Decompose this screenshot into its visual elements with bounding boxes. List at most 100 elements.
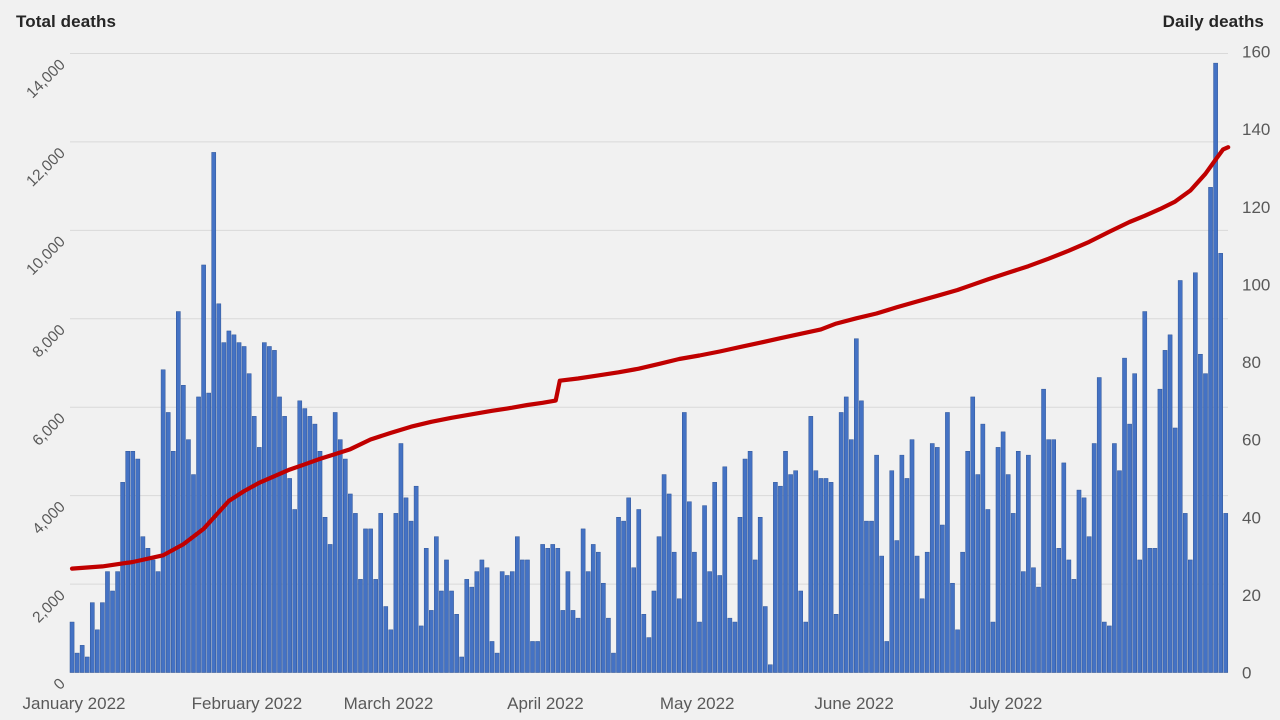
daily-deaths-bar: [464, 579, 470, 673]
daily-deaths-bar: [479, 559, 485, 673]
daily-deaths-bar: [838, 412, 844, 673]
daily-deaths-bar: [687, 501, 692, 673]
daily-deaths-bar: [236, 342, 242, 673]
daily-deaths-bar: [601, 582, 606, 673]
daily-deaths-bar: [211, 152, 217, 673]
daily-deaths-bar: [833, 614, 839, 673]
daily-deaths-bar: [990, 621, 996, 673]
daily-deaths-bar: [348, 493, 353, 673]
daily-deaths-bar: [317, 451, 323, 673]
daily-deaths-bar: [89, 602, 95, 673]
daily-deaths-bar: [818, 478, 824, 673]
daily-deaths-bar: [297, 400, 303, 673]
daily-deaths-bar: [1107, 625, 1112, 673]
daily-deaths-bar: [206, 392, 211, 673]
daily-deaths-bar: [843, 396, 849, 673]
daily-deaths-bar: [484, 567, 490, 673]
daily-deaths-bar: [975, 474, 981, 673]
daily-deaths-bar: [879, 555, 884, 673]
month-label: July 2022: [970, 694, 1043, 713]
daily-deaths-bar: [267, 346, 272, 673]
daily-deaths-bar: [287, 478, 292, 673]
daily-deaths-bar: [363, 528, 368, 673]
daily-deaths-bar: [616, 517, 621, 673]
daily-deaths-bar: [646, 637, 652, 673]
daily-deaths-bar: [864, 520, 869, 673]
daily-deaths-bar: [884, 641, 890, 673]
daily-deaths-bar: [621, 520, 626, 673]
daily-deaths-bar: [79, 645, 85, 673]
daily-deaths-bar: [540, 544, 545, 673]
daily-deaths-bar: [231, 334, 237, 673]
daily-deaths-bar: [869, 520, 874, 673]
daily-deaths-bar: [970, 396, 976, 673]
daily-deaths-bar: [671, 551, 677, 673]
daily-deaths-bar: [403, 497, 409, 673]
daily-deaths-bar: [408, 520, 414, 673]
daily-deaths-bar: [752, 559, 758, 673]
daily-deaths-bar: [1026, 454, 1031, 673]
daily-deaths-bar: [697, 621, 702, 673]
daily-deaths-bar: [216, 303, 222, 673]
daily-deaths-bar: [383, 606, 389, 673]
daily-deaths-bar: [894, 540, 900, 673]
daily-deaths-bar: [1041, 388, 1046, 673]
daily-deaths-bar: [1101, 621, 1107, 673]
daily-deaths-bar: [1198, 353, 1203, 673]
daily-deaths-bar: [1223, 513, 1229, 673]
daily-deaths-bar: [393, 513, 399, 673]
daily-deaths-bar: [945, 412, 950, 673]
right-axis-tick-label: 40: [1242, 508, 1261, 527]
daily-deaths-bar: [1162, 350, 1168, 673]
daily-deaths-bar: [1152, 548, 1158, 673]
daily-deaths-bar: [272, 350, 277, 673]
daily-deaths-bar: [848, 439, 854, 673]
daily-deaths-bar: [955, 629, 960, 673]
daily-deaths-bar: [1112, 443, 1117, 673]
daily-deaths-bar: [69, 621, 75, 673]
daily-deaths-bar: [1056, 548, 1062, 673]
daily-deaths-bar: [353, 513, 358, 673]
month-label: February 2022: [192, 694, 303, 713]
daily-deaths-bar: [1218, 253, 1223, 673]
daily-deaths-bar: [1182, 513, 1188, 673]
daily-deaths-bar: [135, 458, 141, 673]
daily-deaths-bar: [1122, 357, 1127, 673]
daily-deaths-bar: [1010, 513, 1016, 673]
daily-deaths-bar: [919, 598, 925, 673]
right-axis-title: Daily deaths: [1162, 12, 1264, 31]
daily-deaths-bar: [575, 617, 581, 673]
daily-deaths-bar: [1036, 586, 1041, 673]
daily-deaths-bar: [823, 478, 829, 673]
daily-deaths-bar: [1021, 571, 1026, 673]
daily-deaths-bar: [292, 509, 297, 673]
daily-deaths-bar: [312, 423, 318, 673]
daily-deaths-bar: [449, 590, 454, 673]
daily-deaths-bar: [1188, 559, 1193, 673]
daily-deaths-bar: [813, 470, 819, 673]
daily-deaths-bar: [110, 590, 115, 673]
daily-deaths-bar: [342, 458, 348, 673]
daily-deaths-bar: [1142, 311, 1148, 673]
daily-deaths-bar: [327, 544, 333, 673]
daily-deaths-bar: [256, 447, 262, 673]
daily-deaths-bar: [176, 311, 181, 673]
daily-deaths-bar: [636, 509, 642, 673]
daily-deaths-bar: [1081, 497, 1087, 673]
right-axis-tick-label: 20: [1242, 586, 1261, 605]
right-axis-ticks: 0 20 40 60 80 100 120 140 160: [1242, 43, 1270, 683]
daily-deaths-bar: [793, 470, 798, 673]
daily-deaths-bar: [889, 470, 895, 673]
daily-deaths-bar: [1096, 377, 1102, 673]
daily-deaths-bar: [656, 536, 662, 673]
daily-deaths-bar: [277, 396, 282, 673]
daily-deaths-bar: [995, 447, 1001, 673]
daily-deaths-bar: [373, 579, 378, 673]
daily-deaths-bar: [682, 412, 687, 673]
daily-deaths-bar: [768, 664, 773, 673]
daily-deaths-bar: [960, 551, 965, 673]
daily-deaths-bar: [1213, 62, 1218, 673]
daily-deaths-bar: [783, 451, 788, 673]
month-label: June 2022: [814, 694, 893, 713]
